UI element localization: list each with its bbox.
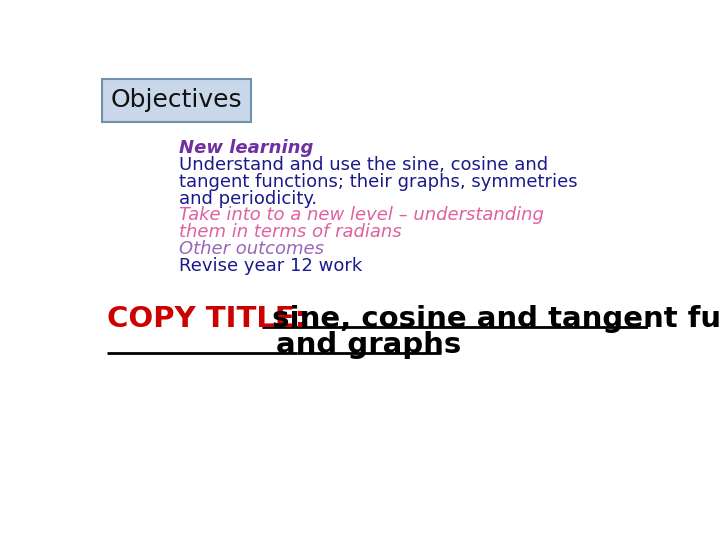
Text: and graphs: and graphs xyxy=(276,331,462,359)
Text: Other outcomes: Other outcomes xyxy=(179,240,324,258)
Text: Understand and use the sine, cosine and: Understand and use the sine, cosine and xyxy=(179,156,548,174)
Text: and periodicity.: and periodicity. xyxy=(179,190,318,207)
Text: Take into to a new level – understanding: Take into to a new level – understanding xyxy=(179,206,544,225)
Text: Revise year 12 work: Revise year 12 work xyxy=(179,257,362,275)
FancyBboxPatch shape xyxy=(102,79,251,122)
Text: them in terms of radians: them in terms of radians xyxy=(179,224,402,241)
Text: Objectives: Objectives xyxy=(111,88,243,112)
Text: tangent functions; their graphs, symmetries: tangent functions; their graphs, symmetr… xyxy=(179,173,577,191)
Text: New learning: New learning xyxy=(179,139,313,157)
Text: sine, cosine and tangent functions: sine, cosine and tangent functions xyxy=(261,305,720,333)
Text: COPY TITLE:: COPY TITLE: xyxy=(107,305,307,333)
